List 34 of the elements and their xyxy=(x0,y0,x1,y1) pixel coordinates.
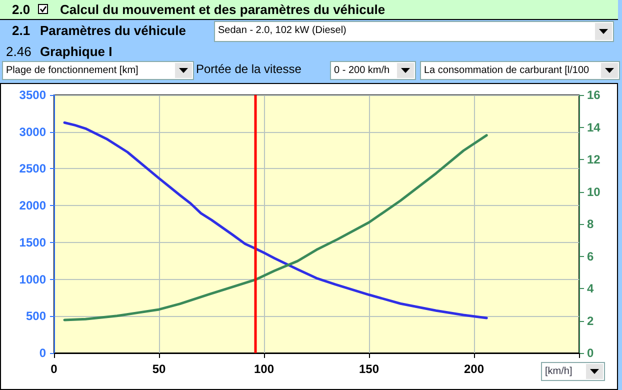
y2-axis-title: La consommation de carburant [l/100 xyxy=(420,61,620,80)
y-tick-label: 3000 xyxy=(19,124,46,139)
y2-tick-label: 10 xyxy=(587,184,601,199)
text: 2.46 xyxy=(6,44,32,59)
y-tick-label: 0 xyxy=(39,346,46,360)
y2-tick-label: 0 xyxy=(587,346,594,360)
x-tick-label: 150 xyxy=(358,362,380,376)
x-tick-label: 200 xyxy=(464,362,484,376)
y2-tick-label: 12 xyxy=(587,152,601,166)
x-tick-label: 50 xyxy=(152,362,166,376)
text: Calcul du mouvement et des paramètres du véhicule xyxy=(60,2,386,17)
y2-tick-label: 2 xyxy=(587,314,594,328)
x-tick-label: 0 xyxy=(50,362,58,376)
x-tick-label: 100 xyxy=(254,362,274,376)
y-tick-label: 2000 xyxy=(19,198,46,213)
text: Paramètres du véhicule xyxy=(40,23,186,38)
y-tick-label: 3500 xyxy=(19,88,46,102)
y-tick-label: 1500 xyxy=(19,235,46,250)
text: Sedan - 2.0, 102 kW (Diesel) xyxy=(214,21,614,42)
y2-tick-label: 14 xyxy=(587,120,601,134)
y-tick-label: 1000 xyxy=(19,272,46,286)
y2-tick-label: 16 xyxy=(587,88,601,102)
y2-tick-label: 6 xyxy=(587,249,594,264)
y-tick-label: 500 xyxy=(26,309,46,324)
text: 2.0 xyxy=(12,2,30,17)
y2-tick-label: 8 xyxy=(587,217,594,231)
x-axis-title: [km/h] xyxy=(541,362,605,381)
y2-tick-label: 4 xyxy=(587,282,594,296)
text: 0 - 200 km/h xyxy=(330,61,416,80)
text: Portée de la vitesse xyxy=(196,62,302,76)
text: 2.1 xyxy=(12,23,30,38)
text: Graphique I xyxy=(40,44,112,59)
y-axis-title: Plage de fonctionnement [km] xyxy=(2,61,194,80)
y-tick-label: 2500 xyxy=(19,162,46,176)
